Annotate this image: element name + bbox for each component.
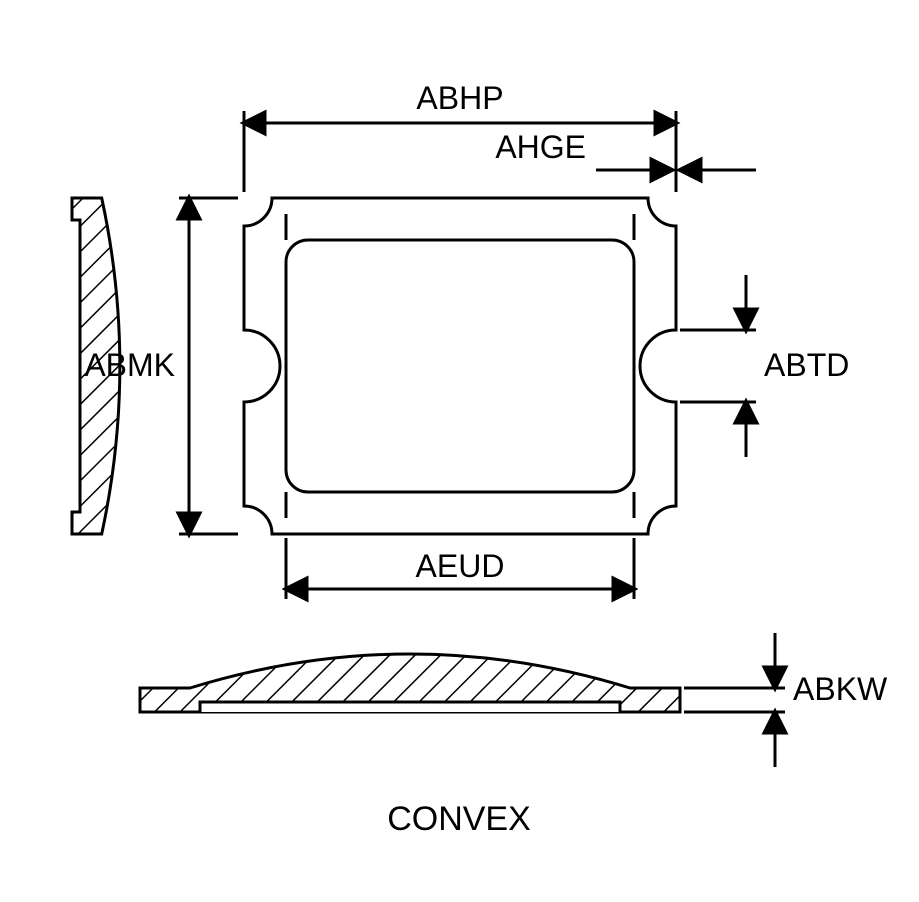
label-abkw: ABKW bbox=[793, 671, 888, 707]
bottom-profile bbox=[140, 654, 680, 712]
label-ahge: AHGE bbox=[495, 129, 586, 165]
label-aeud: AEUD bbox=[416, 548, 505, 584]
label-abmk: ABMK bbox=[84, 347, 175, 383]
label-abhp: ABHP bbox=[416, 80, 503, 116]
title-text: CONVEX bbox=[387, 800, 531, 838]
label-abtd: ABTD bbox=[764, 347, 849, 383]
front-plate bbox=[244, 198, 676, 534]
technical-diagram: ABHP AHGE ABMK ABTD AEUD ABKW CONVEX bbox=[0, 0, 919, 902]
